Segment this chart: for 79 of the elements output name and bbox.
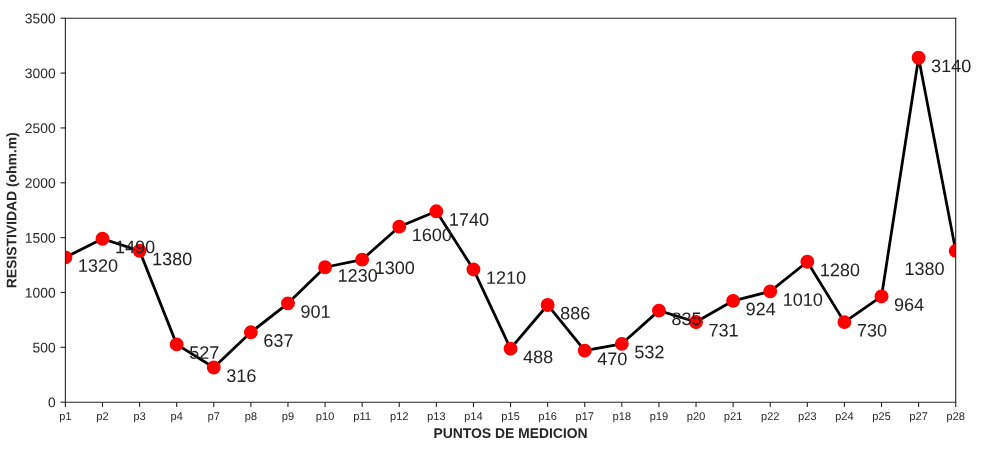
data-label: 924 [746, 302, 776, 316]
data-label: 470 [597, 352, 627, 366]
x-tick-label: p15 [501, 412, 520, 423]
x-axis-title: PUNTOS DE MEDICION [434, 428, 587, 439]
point [429, 204, 444, 219]
y-tick-label: 1000 [25, 287, 56, 298]
x-tick-label: p2 [97, 412, 109, 423]
data-label: 901 [301, 305, 330, 318]
data-label: 1010 [784, 293, 823, 306]
point [577, 343, 592, 358]
data-label: 1380 [905, 262, 944, 276]
point [614, 336, 629, 351]
data-label: 488 [523, 350, 553, 364]
point [800, 254, 815, 269]
x-tick-label: p20 [687, 412, 705, 423]
y-tick-label: 3500 [25, 13, 56, 24]
data-label: 835 [672, 312, 701, 326]
point [726, 293, 741, 308]
x-tick-label: p7 [208, 412, 220, 423]
data-label: 886 [560, 306, 590, 320]
data-label: 1210 [487, 271, 526, 285]
point [874, 289, 889, 304]
x-tick-label: p27 [910, 412, 928, 423]
point [206, 360, 221, 375]
x-tick-label: p10 [316, 412, 334, 423]
data-label: 1600 [413, 228, 452, 242]
x-tick-label: p16 [539, 412, 557, 423]
x-tick-label: p22 [761, 412, 779, 423]
point [95, 231, 110, 246]
y-tick-label: 500 [33, 342, 56, 353]
y-axis-title: RESISTIVIDAD (ohm.m) [6, 132, 20, 288]
x-tick-label: p12 [390, 412, 408, 423]
x-tick-label: p21 [724, 412, 742, 423]
point [281, 296, 295, 311]
point [355, 252, 370, 267]
x-tick-label: p11 [354, 412, 371, 423]
data-label: 527 [189, 346, 219, 359]
point [243, 325, 258, 340]
x-tick-label: p13 [427, 412, 446, 423]
data-label: 1740 [450, 213, 489, 226]
x-tick-label: p14 [464, 412, 483, 423]
x-tick-label: p17 [576, 412, 594, 423]
data-label: 532 [635, 345, 664, 359]
x-tick-label: p25 [872, 412, 891, 423]
point [169, 337, 184, 352]
point [911, 50, 926, 65]
data-label: 1320 [79, 259, 118, 272]
x-tick-label: p24 [835, 412, 854, 423]
x-tick-label: p23 [798, 412, 817, 423]
point [651, 303, 666, 318]
x-tick-label: p4 [171, 412, 183, 423]
x-tick-label: p1 [59, 412, 72, 423]
data-label: 316 [226, 369, 256, 383]
point [540, 298, 555, 312]
data-label: 637 [264, 334, 293, 347]
y-tick-label: 2500 [25, 123, 56, 134]
x-tick-label: p19 [650, 412, 668, 423]
data-label: 730 [857, 323, 887, 337]
y-tick-label: 3000 [25, 68, 56, 79]
y-tick-label: 1500 [25, 232, 56, 243]
point [392, 219, 407, 234]
x-tick-label: p8 [245, 412, 257, 423]
point [763, 284, 778, 299]
data-label: 1230 [338, 269, 378, 282]
data-label: 1380 [153, 252, 192, 266]
data-label: 731 [709, 323, 738, 337]
x-tick-label: p9 [282, 412, 294, 423]
y-tick-label: 2000 [25, 178, 56, 188]
data-label: 1300 [376, 261, 415, 275]
point [503, 341, 518, 356]
data-label: 964 [894, 298, 924, 312]
point [318, 260, 333, 275]
data-label: 1280 [821, 263, 860, 277]
point [837, 315, 852, 330]
point [466, 262, 481, 277]
x-tick-label: p18 [613, 412, 631, 423]
x-tick-label: p28 [947, 412, 965, 423]
y-tick-label: 0 [48, 397, 56, 408]
x-tick-label: p3 [134, 412, 146, 423]
